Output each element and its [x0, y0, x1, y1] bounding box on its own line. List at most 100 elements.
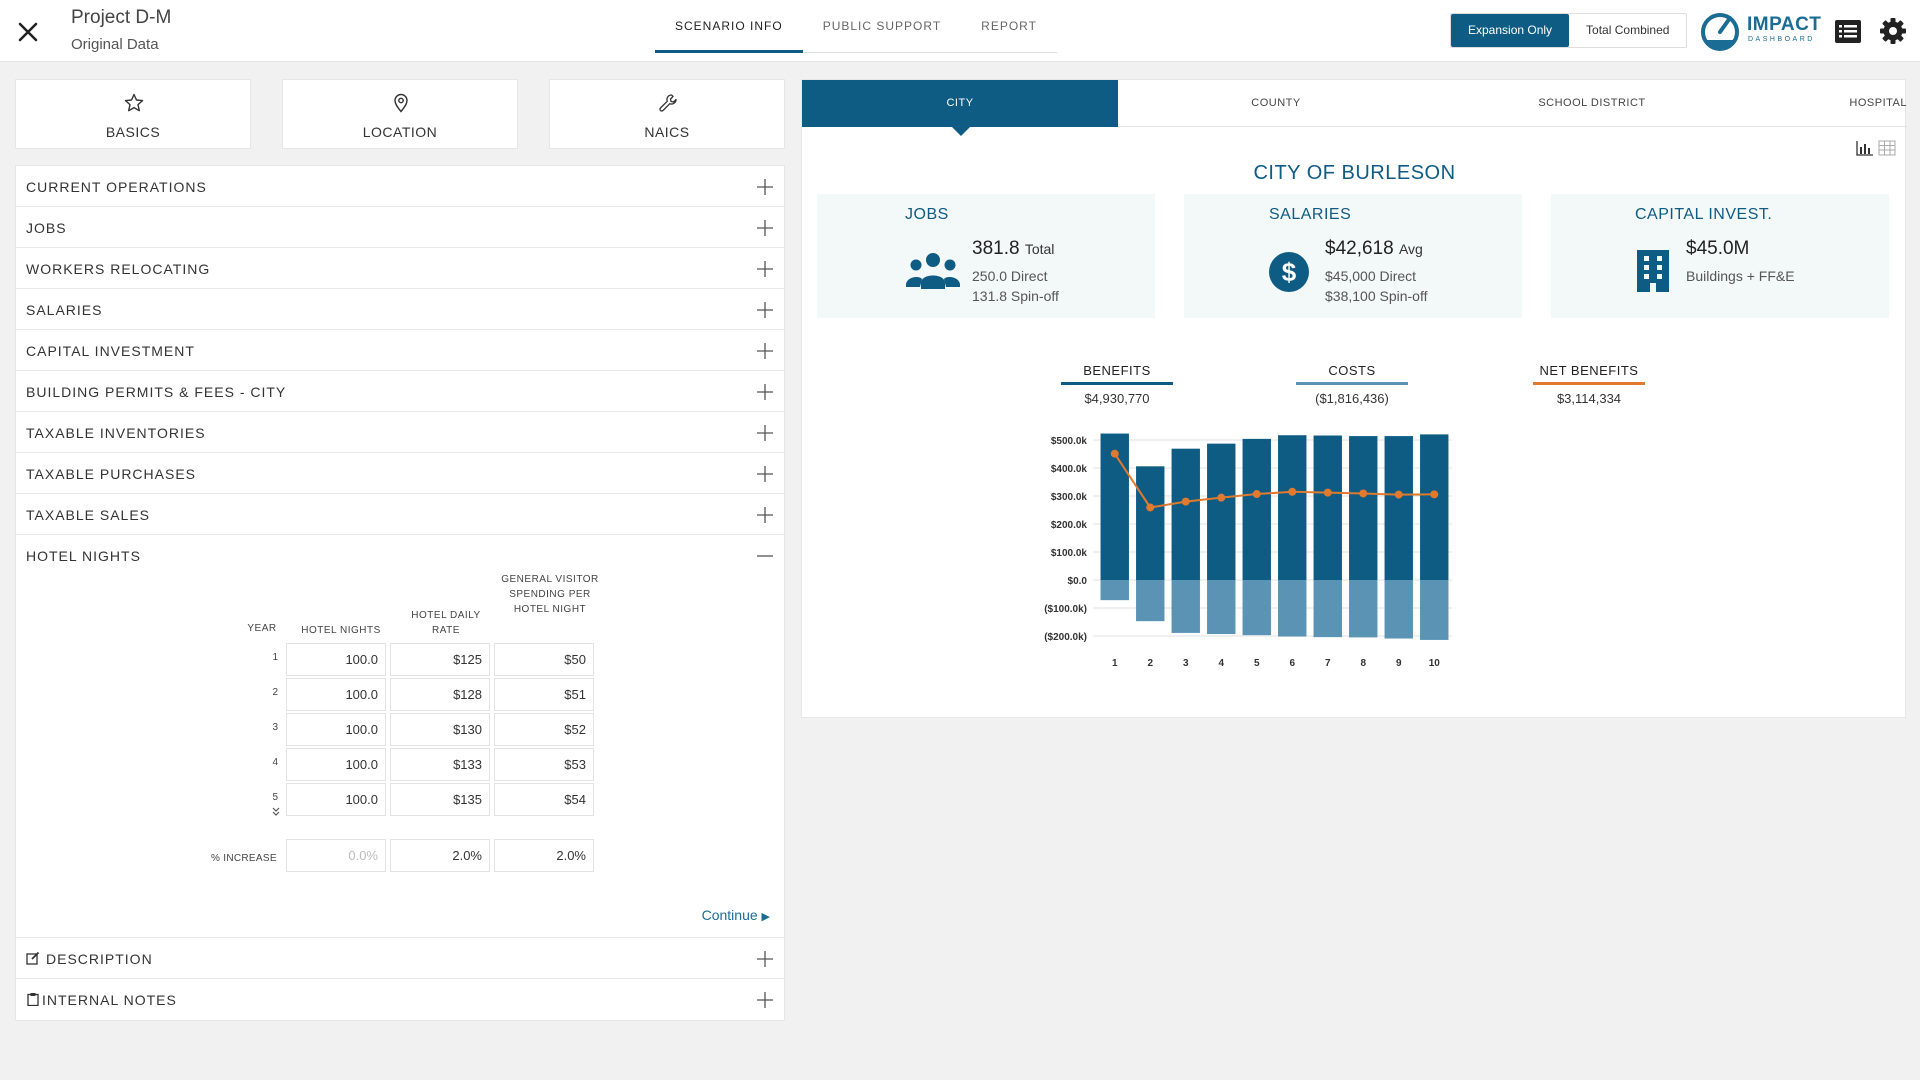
expansion-only-button[interactable]: Expansion Only — [1451, 14, 1570, 47]
costs-bar — [1349, 580, 1378, 638]
plus-icon[interactable] — [756, 260, 774, 278]
section-taxable-inventories[interactable]: TAXABLE INVENTORIES — [16, 412, 784, 453]
section-label: SALARIES — [26, 302, 103, 318]
edit-icon — [26, 951, 40, 965]
benefits-costs-chart: $500.0k $400.0k $300.0k $200.0k $100.0k $0.0 (… — [1044, 433, 1452, 669]
hotel-rate-input[interactable]: $133 — [390, 748, 490, 781]
section-workers-relocating[interactable]: WORKERS RELOCATING — [16, 248, 784, 289]
tab-city[interactable]: CITY — [802, 80, 1118, 127]
basics-card[interactable]: BASICS — [15, 79, 251, 149]
legend-label: BENEFITS — [1083, 363, 1151, 378]
legend-value: ($1,816,436) — [1315, 391, 1389, 406]
section-capital-investment[interactable]: CAPITAL INVESTMENT — [16, 330, 784, 371]
plus-icon[interactable] — [756, 506, 774, 524]
hotel-nights-input[interactable]: 100.0 — [286, 713, 386, 746]
section-hotel-nights[interactable]: HOTEL NIGHTS — [16, 535, 784, 576]
chevron-double-down-icon[interactable] — [270, 806, 282, 818]
tab-hospital[interactable]: HOSPITAL — [1849, 97, 1907, 109]
location-label: LOCATION — [362, 124, 438, 140]
bar-chart-icon[interactable] — [1856, 140, 1874, 156]
hotel-rate-input[interactable]: $125 — [390, 643, 490, 676]
x-tick-label: 6 — [1289, 658, 1295, 669]
jurisdiction-title: CITY OF BURLESON — [1253, 162, 1456, 184]
plus-icon[interactable] — [756, 178, 774, 196]
section-label: TAXABLE PURCHASES — [26, 466, 197, 482]
list-icon[interactable] — [1834, 19, 1862, 44]
tab-school-district[interactable]: SCHOOL DISTRICT — [1538, 97, 1646, 109]
jobs-unit: Total — [1024, 241, 1055, 257]
benefits-bar — [1207, 443, 1236, 580]
rate-increase-input[interactable]: 2.0% — [390, 839, 490, 872]
tab-public-support[interactable]: PUBLIC SUPPORT — [802, 0, 962, 53]
brand-logo: IMPACT DASHBOARD — [1700, 10, 1821, 52]
tab-county[interactable]: COUNTY — [1251, 97, 1301, 109]
net-benefits-point — [1252, 490, 1261, 499]
salaries-direct: $45,000 Direct — [1325, 268, 1417, 284]
plus-icon[interactable] — [756, 991, 774, 1009]
hotel-nights-input[interactable]: 100.0 — [286, 783, 386, 816]
main-tabs: SCENARIO INFO PUBLIC SUPPORT REPORT — [655, 0, 1057, 53]
legend-benefits: BENEFITS $4,930,770 — [1061, 363, 1173, 406]
plus-icon[interactable] — [756, 342, 774, 360]
visitor-spending-input[interactable]: $50 — [494, 643, 594, 676]
location-card[interactable]: LOCATION — [282, 79, 518, 149]
visitor-spending-input[interactable]: $51 — [494, 678, 594, 711]
gear-icon[interactable] — [1879, 17, 1907, 45]
section-current-operations[interactable]: CURRENT OPERATIONS — [16, 166, 784, 207]
section-jobs[interactable]: JOBS — [16, 207, 784, 248]
hotel-rate-header: HOTEL DAILY RATE — [411, 610, 481, 636]
benefits-bar — [1349, 436, 1378, 580]
legend-label: COSTS — [1328, 363, 1376, 378]
section-taxable-sales[interactable]: TAXABLE SALES — [16, 494, 784, 535]
naics-card[interactable]: NAICS — [549, 79, 785, 149]
close-icon[interactable] — [14, 18, 42, 46]
x-tick-label: 4 — [1218, 658, 1224, 669]
hotel-rate-input[interactable]: $130 — [390, 713, 490, 746]
section-building-permits[interactable]: BUILDING PERMITS & FEES - CITY — [16, 371, 784, 412]
hotel-nights-input[interactable]: 100.0 — [286, 678, 386, 711]
benefits-bar — [1100, 433, 1129, 580]
hotel-nights-input[interactable]: 100.0 — [286, 643, 386, 676]
section-taxable-purchases[interactable]: TAXABLE PURCHASES — [16, 453, 784, 494]
tab-scenario-info[interactable]: SCENARIO INFO — [655, 0, 803, 53]
visitor-spending-input[interactable]: $54 — [494, 783, 594, 816]
jobs-direct: 250.0 Direct — [972, 268, 1048, 284]
section-salaries[interactable]: SALARIES — [16, 289, 784, 330]
legend-swatch — [1296, 382, 1408, 385]
plus-icon[interactable] — [756, 465, 774, 483]
minus-icon[interactable] — [756, 547, 774, 565]
section-internal-notes[interactable]: INTERNAL NOTES — [16, 979, 784, 1020]
net-benefits-line — [1113, 453, 1435, 509]
hotel-nights-input[interactable]: 100.0 — [286, 748, 386, 781]
total-combined-button[interactable]: Total Combined — [1586, 23, 1670, 37]
legend-swatch — [1061, 382, 1173, 385]
plus-icon[interactable] — [756, 301, 774, 319]
plus-icon[interactable] — [756, 383, 774, 401]
star-icon — [124, 93, 144, 112]
legend-net-benefits: NET BENEFITS $3,114,334 — [1533, 363, 1645, 406]
section-description[interactable]: DESCRIPTION — [16, 938, 784, 979]
tab-report[interactable]: REPORT — [961, 0, 1057, 53]
benefits-bar — [1171, 448, 1200, 580]
spending-increase-input[interactable]: 2.0% — [494, 839, 594, 872]
jurisdiction-tabs: CITY COUNTY SCHOOL DISTRICT HOSPITAL — [802, 80, 1907, 127]
hotel-rate-input[interactable]: $135 — [390, 783, 490, 816]
section-label: INTERNAL NOTES — [42, 992, 177, 1008]
hotel-rate-input[interactable]: $128 — [390, 678, 490, 711]
net-benefits-point — [1394, 490, 1403, 499]
top-bar: Project D-M Original Data SCENARIO INFO … — [0, 0, 1920, 62]
continue-link[interactable]: Continue ▶ — [702, 907, 770, 923]
section-label: BUILDING PERMITS & FEES - CITY — [26, 384, 287, 400]
capital-value: $45.0M — [1686, 238, 1750, 259]
visitor-spending-input[interactable]: $52 — [494, 713, 594, 746]
costs-bar — [1100, 580, 1129, 601]
table-grid-icon[interactable] — [1878, 140, 1896, 156]
plus-icon[interactable] — [756, 950, 774, 968]
section-label: HOTEL NIGHTS — [26, 548, 141, 564]
nights-increase-input[interactable]: 0.0% — [286, 839, 386, 872]
plus-icon[interactable] — [756, 424, 774, 442]
plus-icon[interactable] — [756, 219, 774, 237]
visitor-spending-input[interactable]: $53 — [494, 748, 594, 781]
costs-bar — [1278, 580, 1307, 637]
y-tick-label: $300.0k — [1051, 492, 1088, 503]
